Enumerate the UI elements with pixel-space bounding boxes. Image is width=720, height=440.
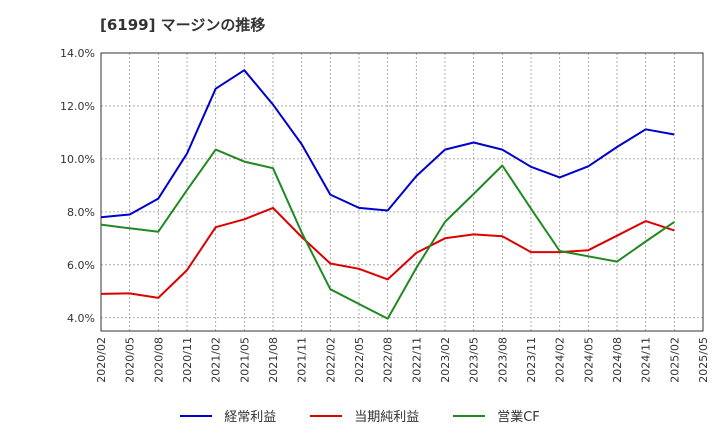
y-tick-label: 4.0% (67, 312, 95, 325)
legend-swatch (453, 414, 486, 417)
y-tick-label: 14.0% (60, 47, 95, 60)
y-tick-label: 6.0% (67, 259, 95, 272)
legend-label: 営業CF (497, 410, 540, 425)
x-tick-label: 2023/05 (468, 337, 481, 383)
x-tick-label: 2023/11 (525, 337, 538, 383)
x-tick-label: 2021/02 (210, 337, 223, 383)
x-tick-label: 2021/08 (267, 337, 280, 383)
x-tick-label: 2020/02 (95, 337, 108, 383)
series-line-3 (100, 148, 675, 320)
x-tick-label: 2020/11 (181, 337, 194, 383)
series-line-1 (100, 69, 675, 219)
y-tick-label: 8.0% (67, 206, 95, 219)
plot-frame (100, 52, 704, 332)
legend-item-1: 経常利益 (180, 406, 276, 425)
x-tick-label: 2024/11 (640, 337, 653, 383)
x-tick-label: 2023/02 (439, 337, 452, 383)
x-tick-label: 2022/08 (382, 337, 395, 383)
x-tick-label: 2020/08 (152, 337, 165, 383)
legend-label: 経常利益 (224, 410, 277, 425)
x-tick-label: 2025/05 (697, 337, 710, 383)
chart-title: [6199] マージンの推移 (100, 16, 266, 34)
axis-layer (100, 52, 704, 332)
legend-item-2: 当期純利益 (310, 406, 419, 425)
y-tick-label: 12.0% (60, 100, 95, 113)
x-tick-label: 2024/08 (611, 337, 624, 383)
series-layer (100, 69, 675, 320)
tick-label-layer: 4.0% 6.0% 8.0% 10.0% 12.0% 14.0% 2020/02 2020/0… (60, 47, 710, 383)
x-tick-label: 2022/05 (353, 337, 366, 383)
legend-item-3: 営業CF (453, 406, 540, 425)
legend-label: 当期純利益 (354, 410, 420, 425)
x-tick-label: 2024/02 (554, 337, 567, 383)
x-tick-label: 2022/02 (324, 337, 337, 383)
x-tick-label: 2022/11 (410, 337, 423, 383)
x-tick-label: 2021/11 (296, 337, 309, 383)
x-tick-label: 2021/05 (238, 337, 251, 383)
x-tick-label: 2020/05 (124, 337, 137, 383)
y-tick-label: 10.0% (60, 153, 95, 166)
x-tick-label: 2023/08 (496, 337, 509, 383)
x-tick-label: 2024/05 (582, 337, 595, 383)
legend-swatch (310, 414, 343, 417)
legend: 経常利益 当期純利益 営業CF (0, 406, 720, 425)
series-line-2 (100, 206, 675, 299)
x-tick-label: 2025/02 (668, 337, 681, 383)
legend-swatch (180, 414, 213, 417)
